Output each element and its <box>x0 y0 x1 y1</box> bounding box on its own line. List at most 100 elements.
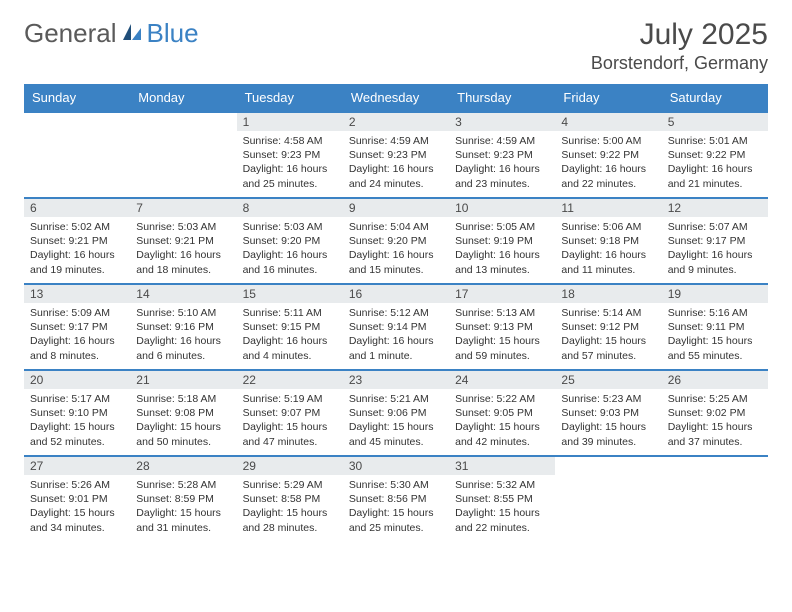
sunrise-text: Sunrise: 4:59 AM <box>349 134 443 148</box>
day-details: Sunrise: 5:26 AMSunset: 9:01 PMDaylight:… <box>24 475 130 539</box>
day-cell: 12Sunrise: 5:07 AMSunset: 9:17 PMDayligh… <box>662 198 768 284</box>
daylight-text: Daylight: 15 hours and 50 minutes. <box>136 420 230 448</box>
sunset-text: Sunset: 9:13 PM <box>455 320 549 334</box>
sunset-text: Sunset: 8:58 PM <box>243 492 337 506</box>
day-cell: 5Sunrise: 5:01 AMSunset: 9:22 PMDaylight… <box>662 112 768 198</box>
daylight-text: Daylight: 15 hours and 55 minutes. <box>668 334 762 362</box>
day-cell <box>555 456 661 542</box>
logo-text-general: General <box>24 18 117 49</box>
day-details: Sunrise: 5:03 AMSunset: 9:20 PMDaylight:… <box>237 217 343 281</box>
day-details: Sunrise: 5:09 AMSunset: 9:17 PMDaylight:… <box>24 303 130 367</box>
sunrise-text: Sunrise: 5:00 AM <box>561 134 655 148</box>
calendar-table: Sunday Monday Tuesday Wednesday Thursday… <box>24 84 768 542</box>
day-number: 8 <box>237 199 343 217</box>
daylight-text: Daylight: 16 hours and 19 minutes. <box>30 248 124 276</box>
day-cell: 13Sunrise: 5:09 AMSunset: 9:17 PMDayligh… <box>24 284 130 370</box>
day-number: 17 <box>449 285 555 303</box>
month-title: July 2025 <box>591 18 768 51</box>
day-number: 19 <box>662 285 768 303</box>
day-details: Sunrise: 5:17 AMSunset: 9:10 PMDaylight:… <box>24 389 130 453</box>
sunset-text: Sunset: 9:21 PM <box>30 234 124 248</box>
sunset-text: Sunset: 9:03 PM <box>561 406 655 420</box>
daylight-text: Daylight: 15 hours and 25 minutes. <box>349 506 443 534</box>
day-number: 11 <box>555 199 661 217</box>
sunrise-text: Sunrise: 5:06 AM <box>561 220 655 234</box>
day-cell: 22Sunrise: 5:19 AMSunset: 9:07 PMDayligh… <box>237 370 343 456</box>
day-cell <box>24 112 130 198</box>
day-cell: 23Sunrise: 5:21 AMSunset: 9:06 PMDayligh… <box>343 370 449 456</box>
sunset-text: Sunset: 9:16 PM <box>136 320 230 334</box>
sunset-text: Sunset: 9:23 PM <box>349 148 443 162</box>
col-friday: Friday <box>555 84 661 112</box>
day-cell: 8Sunrise: 5:03 AMSunset: 9:20 PMDaylight… <box>237 198 343 284</box>
day-details: Sunrise: 5:11 AMSunset: 9:15 PMDaylight:… <box>237 303 343 367</box>
day-details: Sunrise: 5:19 AMSunset: 9:07 PMDaylight:… <box>237 389 343 453</box>
col-wednesday: Wednesday <box>343 84 449 112</box>
day-cell: 20Sunrise: 5:17 AMSunset: 9:10 PMDayligh… <box>24 370 130 456</box>
col-saturday: Saturday <box>662 84 768 112</box>
day-cell: 16Sunrise: 5:12 AMSunset: 9:14 PMDayligh… <box>343 284 449 370</box>
sunrise-text: Sunrise: 5:16 AM <box>668 306 762 320</box>
day-details: Sunrise: 5:03 AMSunset: 9:21 PMDaylight:… <box>130 217 236 281</box>
sunset-text: Sunset: 9:23 PM <box>455 148 549 162</box>
day-number: 10 <box>449 199 555 217</box>
day-cell: 17Sunrise: 5:13 AMSunset: 9:13 PMDayligh… <box>449 284 555 370</box>
logo: General Blue <box>24 18 199 49</box>
daylight-text: Daylight: 15 hours and 42 minutes. <box>455 420 549 448</box>
day-cell: 3Sunrise: 4:59 AMSunset: 9:23 PMDaylight… <box>449 112 555 198</box>
day-cell: 6Sunrise: 5:02 AMSunset: 9:21 PMDaylight… <box>24 198 130 284</box>
logo-text-blue: Blue <box>147 18 199 49</box>
day-number: 12 <box>662 199 768 217</box>
week-row: 27Sunrise: 5:26 AMSunset: 9:01 PMDayligh… <box>24 456 768 542</box>
sunrise-text: Sunrise: 5:03 AM <box>243 220 337 234</box>
sunset-text: Sunset: 9:10 PM <box>30 406 124 420</box>
day-cell: 27Sunrise: 5:26 AMSunset: 9:01 PMDayligh… <box>24 456 130 542</box>
sunrise-text: Sunrise: 5:18 AM <box>136 392 230 406</box>
day-cell: 10Sunrise: 5:05 AMSunset: 9:19 PMDayligh… <box>449 198 555 284</box>
day-number: 22 <box>237 371 343 389</box>
col-tuesday: Tuesday <box>237 84 343 112</box>
day-number: 24 <box>449 371 555 389</box>
sunset-text: Sunset: 9:14 PM <box>349 320 443 334</box>
sunrise-text: Sunrise: 5:09 AM <box>30 306 124 320</box>
sunrise-text: Sunrise: 5:19 AM <box>243 392 337 406</box>
daylight-text: Daylight: 16 hours and 13 minutes. <box>455 248 549 276</box>
day-number: 28 <box>130 457 236 475</box>
daylight-text: Daylight: 15 hours and 28 minutes. <box>243 506 337 534</box>
sunset-text: Sunset: 9:18 PM <box>561 234 655 248</box>
daylight-text: Daylight: 16 hours and 8 minutes. <box>30 334 124 362</box>
sunset-text: Sunset: 9:07 PM <box>243 406 337 420</box>
day-details: Sunrise: 5:13 AMSunset: 9:13 PMDaylight:… <box>449 303 555 367</box>
sunrise-text: Sunrise: 5:10 AM <box>136 306 230 320</box>
sunrise-text: Sunrise: 5:26 AM <box>30 478 124 492</box>
sunset-text: Sunset: 9:17 PM <box>668 234 762 248</box>
sunrise-text: Sunrise: 5:32 AM <box>455 478 549 492</box>
sunset-text: Sunset: 9:22 PM <box>668 148 762 162</box>
sunset-text: Sunset: 8:56 PM <box>349 492 443 506</box>
day-details: Sunrise: 5:05 AMSunset: 9:19 PMDaylight:… <box>449 217 555 281</box>
daylight-text: Daylight: 15 hours and 31 minutes. <box>136 506 230 534</box>
day-details: Sunrise: 5:22 AMSunset: 9:05 PMDaylight:… <box>449 389 555 453</box>
sunset-text: Sunset: 9:15 PM <box>243 320 337 334</box>
day-details: Sunrise: 5:25 AMSunset: 9:02 PMDaylight:… <box>662 389 768 453</box>
daylight-text: Daylight: 15 hours and 47 minutes. <box>243 420 337 448</box>
sunrise-text: Sunrise: 5:12 AM <box>349 306 443 320</box>
sunrise-text: Sunrise: 4:58 AM <box>243 134 337 148</box>
sunrise-text: Sunrise: 5:22 AM <box>455 392 549 406</box>
day-cell: 1Sunrise: 4:58 AMSunset: 9:23 PMDaylight… <box>237 112 343 198</box>
daylight-text: Daylight: 16 hours and 25 minutes. <box>243 162 337 190</box>
day-cell: 4Sunrise: 5:00 AMSunset: 9:22 PMDaylight… <box>555 112 661 198</box>
day-details: Sunrise: 5:00 AMSunset: 9:22 PMDaylight:… <box>555 131 661 195</box>
daylight-text: Daylight: 15 hours and 52 minutes. <box>30 420 124 448</box>
sunrise-text: Sunrise: 5:01 AM <box>668 134 762 148</box>
day-number: 2 <box>343 113 449 131</box>
day-number: 7 <box>130 199 236 217</box>
daylight-text: Daylight: 15 hours and 22 minutes. <box>455 506 549 534</box>
sunset-text: Sunset: 9:22 PM <box>561 148 655 162</box>
sunrise-text: Sunrise: 5:25 AM <box>668 392 762 406</box>
logo-sail-icon <box>121 18 143 49</box>
day-cell: 15Sunrise: 5:11 AMSunset: 9:15 PMDayligh… <box>237 284 343 370</box>
week-row: 20Sunrise: 5:17 AMSunset: 9:10 PMDayligh… <box>24 370 768 456</box>
sunset-text: Sunset: 9:17 PM <box>30 320 124 334</box>
calendar-header-row: Sunday Monday Tuesday Wednesday Thursday… <box>24 84 768 112</box>
